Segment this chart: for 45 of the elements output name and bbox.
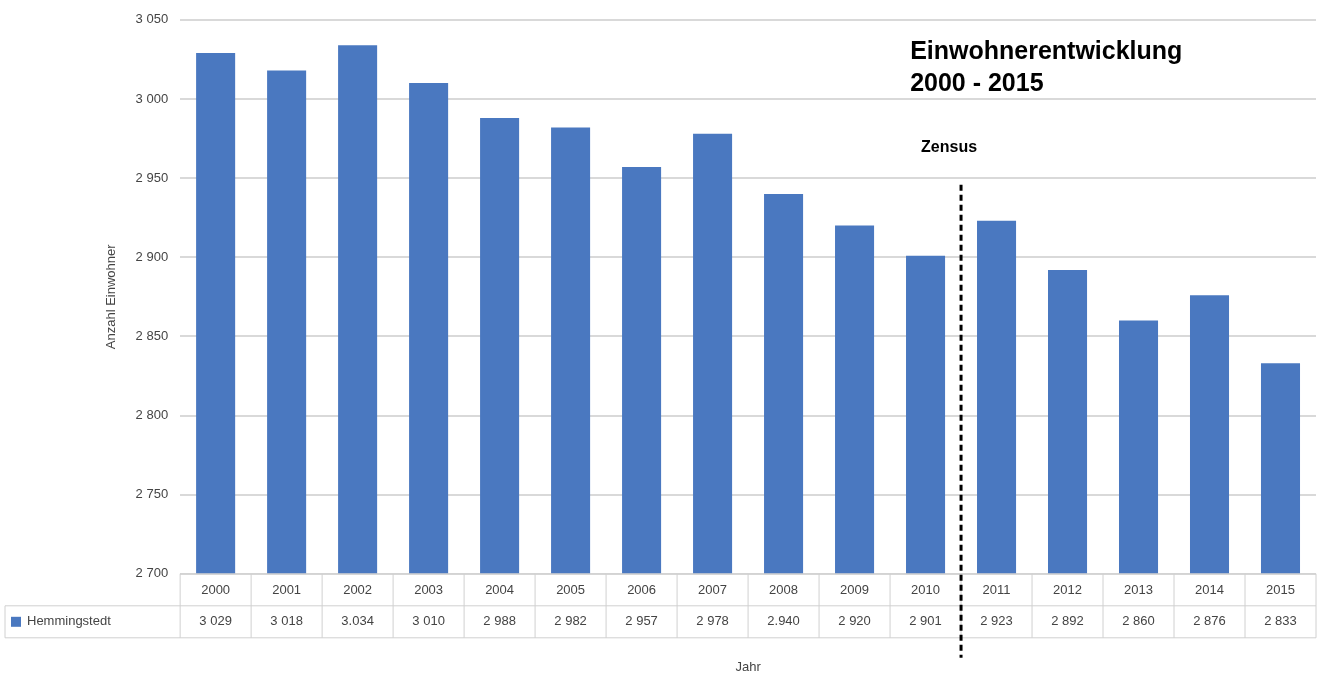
data-label: 3 018 bbox=[270, 613, 303, 629]
ref-line-label: Zensus bbox=[921, 138, 978, 156]
data-label: 2 860 bbox=[1122, 613, 1155, 629]
data-label: 2 876 bbox=[1193, 613, 1226, 629]
y-tick-label: 2 750 bbox=[135, 486, 169, 502]
y-axis-title: Anzahl Einwohner bbox=[103, 243, 119, 350]
data-label: 3 029 bbox=[199, 613, 232, 629]
data-label: 3 010 bbox=[412, 613, 445, 629]
x-tick-label: 2013 bbox=[1124, 582, 1153, 598]
data-label: 2 901 bbox=[909, 613, 942, 629]
x-tick-label: 2007 bbox=[698, 582, 728, 598]
x-tick-label: 2002 bbox=[343, 582, 373, 598]
x-tick-label: 2011 bbox=[982, 582, 1011, 598]
text: Einwohnerentwicklung 2000 - 2015 bbox=[910, 35, 1183, 96]
data-label: 2 957 bbox=[625, 613, 658, 629]
data-label: 2.940 bbox=[767, 613, 800, 629]
x-tick-label: 2004 bbox=[485, 582, 515, 598]
legend-label: Hemmingstedt bbox=[27, 613, 112, 629]
x-tick-label: 2010 bbox=[911, 582, 941, 598]
data-label: 2 920 bbox=[838, 613, 871, 629]
y-tick-label: 3 000 bbox=[135, 90, 169, 106]
x-tick-label: 2012 bbox=[1053, 582, 1082, 598]
y-tick-label: 2 850 bbox=[135, 327, 169, 343]
x-tick-label: 2003 bbox=[414, 582, 444, 598]
x-tick-label: 2014 bbox=[1195, 582, 1224, 598]
data-label: 2 982 bbox=[554, 613, 587, 629]
x-axis-title: Jahr bbox=[735, 658, 762, 674]
data-label: 2 892 bbox=[1051, 613, 1084, 629]
y-tick-label: 2 800 bbox=[135, 407, 169, 423]
data-label: 2 978 bbox=[696, 613, 729, 629]
data-label: 2 988 bbox=[483, 613, 516, 629]
y-tick-label: 2 900 bbox=[135, 248, 169, 264]
x-tick-label: 2008 bbox=[769, 582, 799, 598]
y-tick-label: 2 950 bbox=[135, 169, 169, 185]
x-tick-label: 2009 bbox=[840, 582, 870, 598]
x-tick-label: 2005 bbox=[556, 582, 586, 598]
x-tick-label: 2006 bbox=[627, 582, 657, 598]
data-label: 3.034 bbox=[341, 613, 374, 629]
data-label: 2 923 bbox=[980, 613, 1013, 629]
x-tick-label: 2000 bbox=[201, 582, 231, 598]
y-tick-label: 3 050 bbox=[135, 11, 169, 27]
x-tick-label: 2001 bbox=[272, 582, 302, 598]
data-label: 2 833 bbox=[1264, 613, 1297, 629]
x-tick-label: 2015 bbox=[1266, 582, 1295, 598]
y-tick-label: 2 700 bbox=[135, 565, 169, 581]
